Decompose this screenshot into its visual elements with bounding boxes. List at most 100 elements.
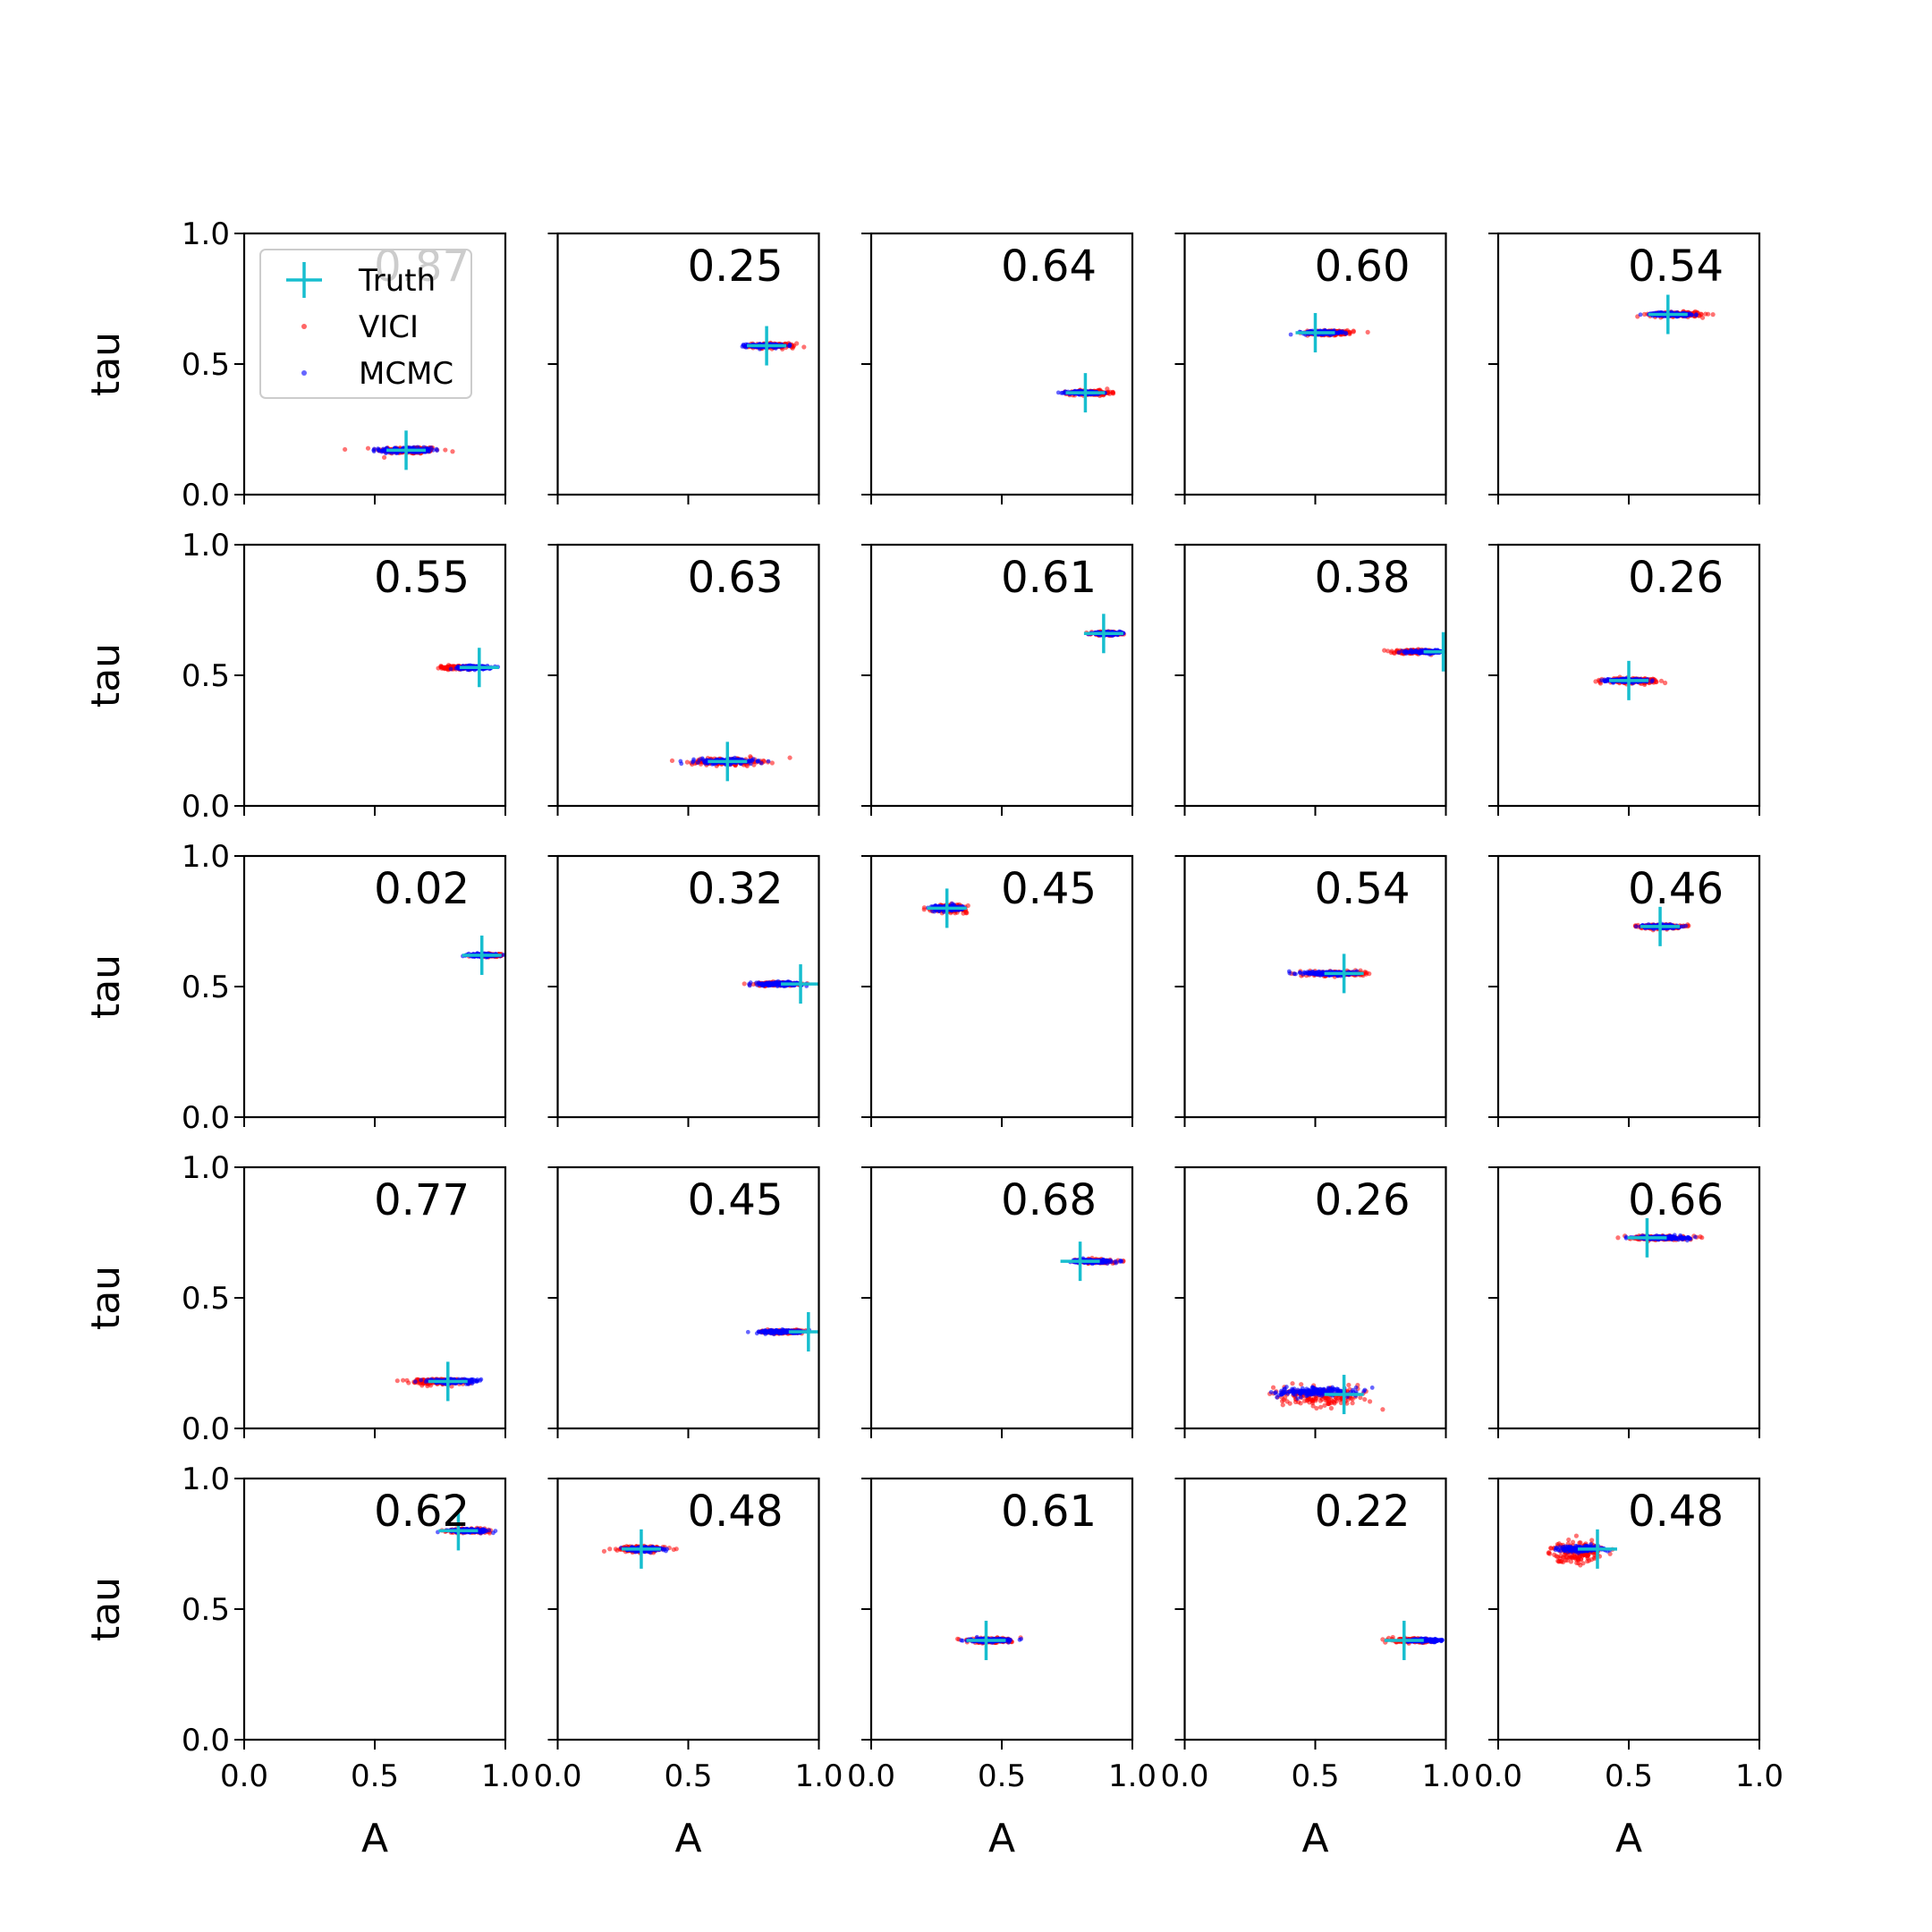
mcmc-point [428, 445, 434, 450]
vici-point [769, 760, 775, 766]
truth-marker [1295, 312, 1335, 352]
overlap-value: 0.02 [374, 864, 470, 914]
mcmc-point [371, 447, 377, 453]
mcmc-point [1406, 649, 1411, 655]
overlap-value: 0.55 [374, 553, 470, 603]
mcmc-point [1650, 678, 1655, 683]
panel-points [1288, 312, 1370, 352]
vici-point [1710, 312, 1716, 318]
mcmc-point [679, 761, 684, 767]
vici-point [669, 758, 675, 764]
vici-point [787, 755, 792, 760]
mcmc-point [1335, 330, 1341, 335]
mcmc-point [1396, 650, 1402, 655]
mcmc-point [1418, 649, 1422, 654]
panel-5: 0.54 [1488, 232, 1761, 504]
vici-point [343, 446, 348, 453]
y-tick-label: 0.5 [182, 347, 230, 383]
mcmc-point [1062, 390, 1067, 395]
panel-points [740, 326, 807, 366]
mcmc-point [434, 446, 439, 452]
panel-points [1593, 660, 1668, 700]
overlap-value: 0.60 [1315, 242, 1411, 292]
vici-point [1388, 650, 1394, 656]
truth-marker [1065, 373, 1106, 413]
y-axis-title: tau [83, 332, 129, 396]
mcmc-point [699, 756, 705, 761]
truth-marker [1423, 631, 1446, 672]
overlap-value: 0.38 [1315, 553, 1411, 603]
mcmc-point [1604, 679, 1608, 683]
panel-14: 0.54 [1174, 854, 1447, 1127]
mcmc-point [1599, 678, 1605, 683]
panel-12: 0.32 [547, 854, 820, 1127]
vici-point [1365, 329, 1370, 335]
truth-marker [781, 964, 819, 1004]
mcmc-point [755, 758, 760, 764]
mcmc-point [1413, 649, 1419, 655]
vici-point [1105, 386, 1110, 392]
panel-7: 0.63 [547, 543, 820, 816]
vici-point [964, 911, 970, 916]
truth-marker [927, 888, 967, 928]
panel-points [1055, 373, 1116, 413]
panel-points [669, 741, 792, 782]
y-tick-label: 0.0 [182, 1100, 230, 1136]
overlap-value: 0.45 [1001, 864, 1097, 914]
mcmc-point [1693, 312, 1699, 318]
vici-point [1662, 680, 1668, 686]
vici-point [443, 447, 448, 453]
vici-point [365, 445, 371, 451]
overlap-value: 0.61 [1001, 553, 1097, 603]
vici-point [684, 759, 691, 765]
overlap-value: 0.63 [688, 553, 784, 603]
panel-4: 0.60 [1174, 232, 1447, 504]
panel-points [741, 964, 819, 1004]
panel-points [436, 648, 501, 688]
panel-points [1382, 631, 1446, 672]
vici-point [1351, 329, 1356, 335]
mcmc-point [775, 984, 780, 988]
panel-points [1286, 953, 1372, 994]
overlap-value: 0.25 [688, 242, 784, 292]
vici-point [801, 344, 807, 350]
truth-marker [386, 430, 427, 470]
mcmc-point [758, 760, 764, 766]
mcmc-point [379, 449, 385, 454]
mcmc-point [758, 981, 763, 987]
truth-marker [462, 935, 502, 975]
vici-point [921, 907, 927, 912]
overlap-value: 0.54 [1628, 242, 1724, 292]
truth-marker [1648, 294, 1688, 335]
y-tick-label: 0.0 [182, 789, 230, 825]
mcmc-point [448, 666, 453, 672]
vici-point [741, 981, 747, 987]
panel-points [461, 935, 505, 975]
mcmc-point [1288, 332, 1293, 337]
mcmc-point [771, 981, 776, 987]
vici-point [1658, 678, 1665, 683]
panel-points [921, 888, 970, 928]
y-tick-label: 1.0 [182, 839, 230, 875]
truth-marker [459, 648, 499, 688]
panel-8: 0.61 [861, 543, 1134, 816]
mcmc-point [741, 343, 746, 347]
overlap-value: 0.64 [1001, 242, 1097, 292]
truth-marker [1609, 660, 1648, 700]
y-tick-label: 1.0 [182, 216, 230, 252]
panel-3: 0.64 [861, 232, 1134, 504]
mcmc-point [695, 760, 700, 766]
truth-marker [1083, 614, 1123, 654]
y-tick-label: 1.0 [182, 528, 230, 564]
overlap-value: 0.26 [1628, 553, 1724, 603]
mcmc-point [932, 909, 937, 914]
vici-point [436, 665, 441, 671]
panel-points [1083, 614, 1127, 654]
overlap-value: 0.32 [688, 864, 784, 914]
vici-point [1106, 390, 1111, 395]
mcmc-point [786, 343, 792, 349]
mcmc-point [703, 758, 708, 764]
vici-point [1347, 330, 1352, 335]
